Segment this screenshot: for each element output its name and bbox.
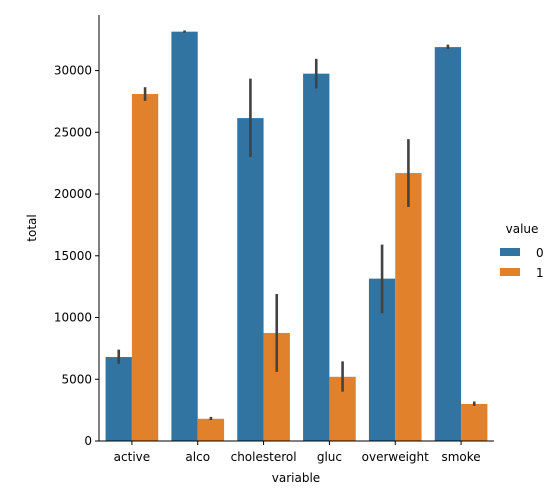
bar-cholesterol-0 xyxy=(237,118,264,441)
bar-smoke-0 xyxy=(434,47,462,441)
x-tick-label: gluc xyxy=(317,450,342,464)
bar-alco-1 xyxy=(197,418,225,441)
x-tick-label: active xyxy=(114,450,150,464)
y-tick-label: 10000 xyxy=(54,311,92,325)
legend-swatch-0 xyxy=(500,248,520,256)
y-tick-label: 25000 xyxy=(54,125,92,139)
x-tick-label: overweight xyxy=(362,450,430,464)
legend-title: value xyxy=(506,222,539,236)
x-tick-label: smoke xyxy=(441,450,480,464)
y-tick-label: 5000 xyxy=(61,372,92,386)
bar-gluc-0 xyxy=(303,73,330,442)
y-tick-label: 20000 xyxy=(54,187,92,201)
x-tick-label: alco xyxy=(185,450,210,464)
bar-smoke-1 xyxy=(461,403,488,441)
bar-alco-0 xyxy=(171,31,198,441)
y-tick-label: 15000 xyxy=(54,249,92,263)
y-tick-label: 30000 xyxy=(54,64,92,78)
x-ticks: active alco cholesterol gluc overweight smoke xyxy=(114,441,481,464)
legend-label: 1 xyxy=(536,266,544,280)
legend-swatch-1 xyxy=(500,268,520,276)
bars-layer xyxy=(105,31,488,442)
error-bars-layer xyxy=(117,30,476,421)
y-tick-label: 0 xyxy=(84,434,92,448)
bar-active-1 xyxy=(131,94,159,441)
x-axis-label: variable xyxy=(272,471,320,485)
y-ticks: 0 5000 10000 15000 20000 25000 30000 xyxy=(54,64,99,448)
bar-overweight-1 xyxy=(395,173,422,442)
bar-active-0 xyxy=(105,357,132,441)
x-tick-label: cholesterol xyxy=(231,450,297,464)
legend-label: 0 xyxy=(536,246,544,260)
legend: value 0 1 xyxy=(500,222,544,280)
y-axis-label: total xyxy=(25,214,39,241)
